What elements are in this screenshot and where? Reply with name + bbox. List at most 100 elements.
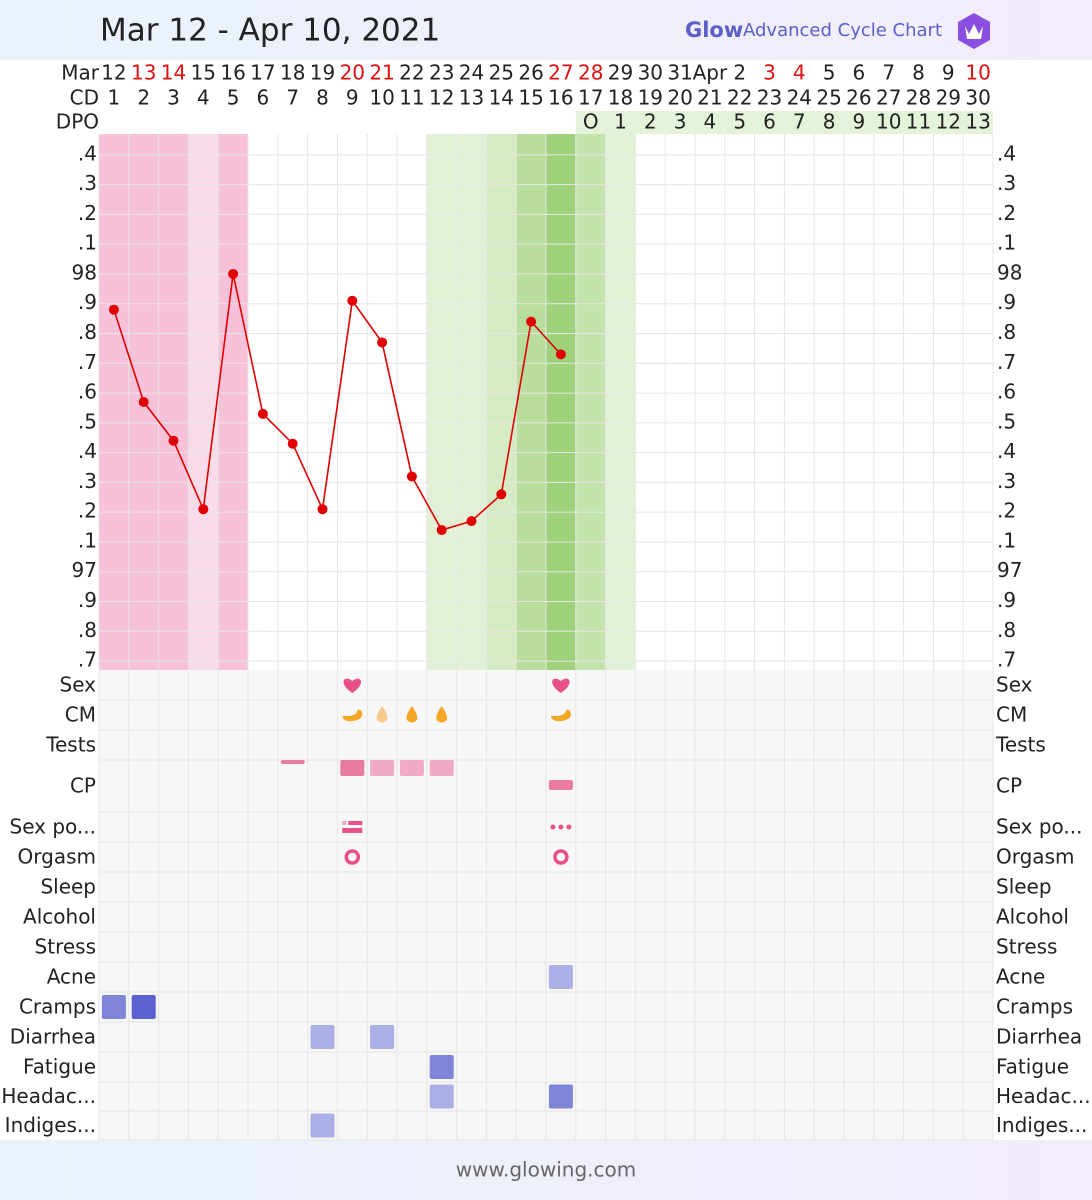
dpo-cell [605,111,636,134]
sexpos-icon [342,828,363,833]
dpo-cell [695,111,725,134]
symptom-label: Acne [47,965,96,989]
dpo-label: 13 [965,110,990,134]
date-label: 29 [608,61,633,85]
y-tick-label-right: .5 [997,409,1016,433]
cd-label: 4 [197,86,210,110]
date-label: 9 [942,61,955,85]
symptom-label: Sleep [40,875,96,899]
y-tick-label: .8 [78,320,97,344]
dpo-label: 5 [733,110,746,134]
y-tick-label-right: .7 [997,648,1016,672]
cd-label: 26 [846,86,871,110]
date-label: 10 [965,61,990,85]
date-label: 17 [250,61,275,85]
phase-shading [605,134,636,670]
date-label: 26 [518,61,543,85]
temperature-point [257,408,268,419]
y-tick-label-right: .4 [997,439,1016,463]
y-tick-label-right: .8 [997,320,1016,344]
dpo-cell [814,111,844,134]
title: Mar 12 - Apr 10, 2021 [100,13,440,49]
cd-label: 22 [727,86,752,110]
temperature-point [168,435,179,446]
symptom-square [548,1084,573,1109]
symptom-label-right: CM [996,703,1027,727]
symptom-label: Sex po... [10,815,97,839]
cp-icon [548,780,573,790]
cd-label: 1 [108,86,121,110]
dpo-cell [963,111,993,134]
phase-shading [546,134,576,670]
cd-label: 12 [429,86,454,110]
footer-bar [0,1140,1092,1200]
footer: www.glowing.com [456,1158,636,1182]
date-label: 21 [369,61,394,85]
y-tick-label: .5 [78,409,97,433]
symptom-label: Headac... [1,1084,96,1108]
temperature-point [555,349,566,360]
heart-icon [343,678,362,693]
date-label: 18 [280,61,305,85]
cd-label: 16 [548,86,573,110]
symptom-label: Alcohol [23,905,96,929]
date-label: 30 [638,61,663,85]
y-tick-label: .1 [78,231,97,255]
sexpos-icon [342,821,347,825]
symptom-label: Fatigue [23,1055,96,1079]
orgasm-icon [553,849,569,865]
cm-icon [376,706,388,723]
dpo-cell [635,111,666,134]
symptom-label-right: Diarrhea [996,1025,1082,1049]
symptom-label-right: Tests [995,733,1046,757]
dpo-cell [903,111,934,134]
date-label: Apr [693,61,728,85]
symptom-label: Cramps [19,995,96,1019]
date-label: 8 [912,61,925,85]
y-tick-label-right: .9 [997,290,1016,314]
symptom-square [131,995,156,1019]
y-tick-label-right: .3 [997,469,1016,493]
cd-label: 14 [489,86,514,110]
dpo-label: 2 [644,110,657,134]
cd-label: 9 [346,86,359,110]
dpo-label: 8 [823,110,836,134]
symptom-label-right: Headac... [996,1084,1091,1108]
temperature-point [526,316,537,327]
cd-label: 10 [369,86,394,110]
cd-label: 7 [286,86,299,110]
y-tick-label-right: .7 [997,350,1016,374]
cp-icon [429,760,454,776]
temperature-line [113,273,562,531]
header-bar [0,0,1092,60]
temperature-point [138,397,149,407]
temperature-point [377,337,388,348]
y-tick-label-right: .2 [997,201,1016,225]
date-label: 19 [310,61,335,85]
y-tick-label: .1 [78,528,97,552]
symptom-label: Sex [60,673,97,697]
date-label: 5 [823,61,836,85]
phase-shading [218,134,248,670]
date-label: 14 [161,61,186,85]
date-label: 4 [793,61,806,85]
y-tick-label-right: 97 [997,558,1022,582]
symptom-square [101,995,126,1019]
y-tick-label: .7 [78,350,97,374]
test-icon [280,760,305,764]
y-tick-label-right: .1 [997,231,1016,255]
symptom-label: CM [65,703,96,727]
cd-label: 21 [697,86,722,110]
symptom-label: Indiges... [5,1113,96,1137]
sexpos-dot [550,824,556,830]
dpo-cell [873,111,904,134]
y-tick-label: .9 [78,588,97,612]
symptom-label-right: Orgasm [996,845,1074,869]
symptom-square [548,965,573,989]
cm-icon [550,709,571,722]
y-tick-label: .3 [78,171,97,195]
dpo-label: 9 [853,110,866,134]
symptom-label-right: Alcohol [996,905,1069,929]
y-tick-label: .3 [78,469,97,493]
date-label: 16 [220,61,245,85]
